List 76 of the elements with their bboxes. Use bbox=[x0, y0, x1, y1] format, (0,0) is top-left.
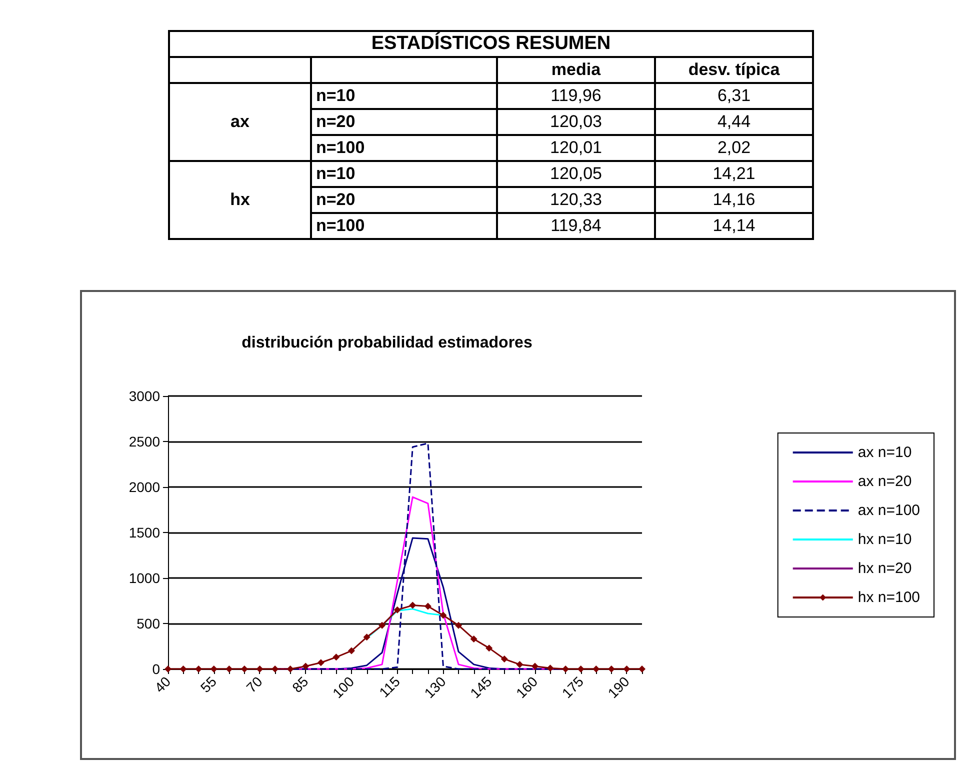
point bbox=[562, 666, 570, 672]
category-label: hx bbox=[230, 190, 250, 209]
point bbox=[546, 664, 554, 672]
y-tick-label: 2000 bbox=[128, 479, 160, 495]
point bbox=[500, 655, 508, 662]
y-tick-label: 500 bbox=[136, 616, 160, 632]
x-tick-label: 85 bbox=[288, 673, 312, 696]
x-tick-label: 130 bbox=[421, 673, 450, 702]
x-tick-label: 115 bbox=[376, 673, 404, 700]
text: 120,01 bbox=[550, 138, 602, 157]
text: 120,05 bbox=[550, 164, 602, 183]
x-tick-label: 145 bbox=[466, 673, 495, 702]
legend-label: hx n=100 bbox=[858, 589, 920, 606]
point bbox=[226, 666, 233, 672]
point bbox=[486, 644, 493, 652]
category-label: media bbox=[497, 57, 655, 83]
point bbox=[378, 622, 386, 629]
point bbox=[394, 606, 401, 614]
point bbox=[623, 666, 630, 672]
text: 4,44 bbox=[717, 112, 751, 131]
legend-label: hx n=20 bbox=[858, 560, 912, 577]
point bbox=[286, 666, 294, 672]
point bbox=[455, 622, 462, 629]
point bbox=[272, 666, 279, 672]
category-label: n=10 bbox=[316, 164, 356, 183]
legend-label: ax n=100 bbox=[858, 502, 920, 519]
point bbox=[302, 662, 310, 670]
point bbox=[256, 666, 264, 672]
y-tick-label: 3000 bbox=[128, 388, 160, 404]
y-tick-label: 1500 bbox=[128, 524, 160, 540]
text: 2,02 bbox=[717, 138, 751, 157]
point bbox=[180, 666, 187, 672]
point bbox=[440, 612, 447, 619]
point bbox=[348, 647, 355, 654]
category-label: n=20 bbox=[316, 190, 356, 209]
x-tick-label: 55 bbox=[197, 673, 220, 696]
point bbox=[363, 634, 370, 641]
x-tick-label: 70 bbox=[243, 673, 266, 696]
point bbox=[470, 635, 478, 642]
text: 120,33 bbox=[550, 190, 602, 209]
text: 119,96 bbox=[550, 86, 602, 105]
text: 120,03 bbox=[550, 112, 602, 131]
legend-label: hx n=10 bbox=[858, 531, 912, 548]
category-label: n=10 bbox=[316, 86, 356, 105]
text: 14,21 bbox=[712, 164, 756, 183]
text: 14,16 bbox=[712, 190, 756, 209]
text: 119,84 bbox=[550, 216, 602, 235]
point bbox=[317, 659, 324, 666]
category-label: n=20 bbox=[316, 112, 356, 131]
point bbox=[592, 666, 600, 672]
category-label: n=100 bbox=[316, 138, 365, 157]
x-tick-label: 100 bbox=[329, 673, 358, 702]
point bbox=[210, 666, 218, 672]
point bbox=[516, 660, 524, 668]
point bbox=[424, 602, 432, 610]
point bbox=[195, 666, 202, 672]
point bbox=[577, 666, 584, 672]
category-label: desv. típica bbox=[655, 57, 813, 83]
category-label: n=100 bbox=[316, 216, 365, 235]
y-tick-label: 2500 bbox=[128, 434, 160, 450]
point bbox=[332, 654, 340, 661]
text: 14,14 bbox=[712, 216, 756, 235]
x-tick-label: 160 bbox=[512, 673, 541, 702]
text: ESTADÍSTICOS RESUMEN bbox=[169, 31, 813, 57]
point bbox=[409, 602, 416, 609]
x-tick-label: 175 bbox=[558, 673, 587, 702]
x-tick-label: 190 bbox=[604, 673, 633, 702]
y-tick-label: 1000 bbox=[128, 570, 160, 586]
legend-label: ax n=20 bbox=[858, 473, 912, 490]
point bbox=[608, 666, 615, 672]
point bbox=[531, 662, 538, 670]
legend-label: ax n=10 bbox=[858, 444, 912, 461]
point bbox=[240, 666, 248, 672]
category-label: ax bbox=[230, 112, 250, 131]
text: 6,31 bbox=[717, 86, 751, 105]
chart-title: distribución probabilidad estimadores bbox=[242, 334, 532, 352]
